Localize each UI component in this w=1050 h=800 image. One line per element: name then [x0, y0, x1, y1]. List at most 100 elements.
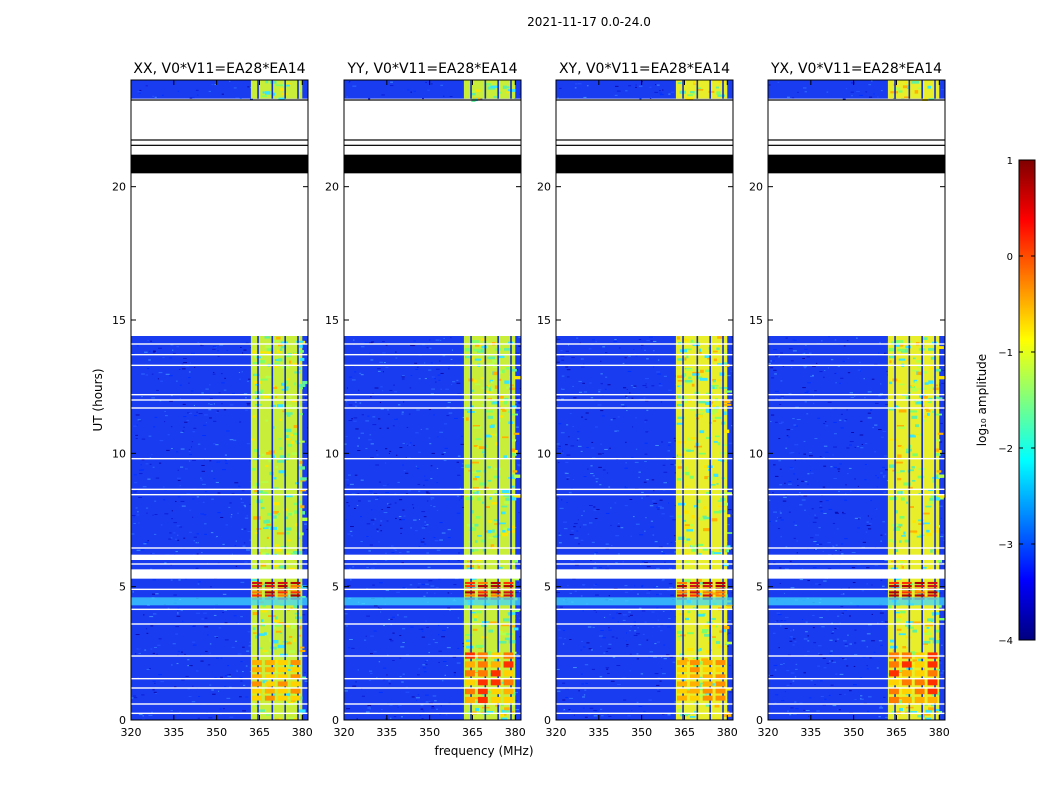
noise-pixel [566, 376, 570, 378]
noise-pixel [152, 579, 157, 581]
noise-pixel [595, 508, 600, 510]
noise-pixel [843, 640, 847, 642]
noise-pixel [180, 448, 185, 450]
noise-pixel [674, 375, 677, 377]
noise-pixel [250, 87, 252, 89]
noise-pixel [802, 387, 806, 389]
noise-pixel [173, 522, 178, 524]
noise-pixel [568, 710, 572, 712]
noise-pixel [590, 473, 594, 475]
noise-pixel [772, 360, 775, 362]
noise-pixel [605, 352, 608, 354]
noise-pixel [348, 376, 353, 378]
band-pixel [253, 632, 257, 634]
noise-pixel [358, 437, 360, 439]
noise-pixel [840, 543, 844, 545]
noise-pixel [840, 427, 844, 429]
noise-pixel [778, 438, 781, 440]
noise-pixel [164, 410, 166, 412]
rfi-block [277, 581, 288, 585]
noise-pixel [883, 476, 886, 478]
band-pixel [475, 708, 479, 712]
noise-pixel [451, 384, 453, 386]
band-pixel [935, 710, 939, 714]
noise-pixel [406, 457, 411, 459]
noise-pixel [565, 461, 569, 463]
band-pixel [510, 368, 517, 372]
noise-pixel [247, 631, 251, 633]
noise-pixel [159, 462, 162, 464]
band-pixel [466, 645, 474, 649]
band-pixel [251, 486, 255, 488]
rfi-block [702, 695, 713, 701]
noise-pixel [817, 417, 821, 419]
noise-pixel [653, 586, 655, 588]
band-pixel [894, 405, 899, 408]
band-pixel [475, 644, 484, 648]
noise-pixel [608, 486, 611, 488]
band-pixel [932, 612, 940, 615]
band-pixel [475, 344, 480, 347]
noise-pixel [203, 514, 207, 516]
rfi-block [490, 594, 501, 597]
band-pixel [899, 344, 904, 347]
band-pixel [254, 448, 259, 453]
noise-pixel [145, 507, 149, 509]
noise-pixel [728, 717, 730, 719]
flagged-row [556, 399, 733, 401]
noise-pixel [401, 411, 404, 413]
noise-pixel [840, 377, 844, 379]
band-pixel [293, 432, 298, 436]
noise-pixel [374, 493, 378, 495]
band-pixel [708, 637, 716, 641]
noise-pixel [242, 671, 244, 673]
flagged-row [131, 393, 308, 396]
band-pixel [286, 551, 295, 554]
noise-pixel [418, 628, 423, 630]
noise-pixel [380, 386, 383, 388]
band-pixel [511, 525, 515, 529]
noise-pixel [610, 507, 612, 509]
noise-pixel [566, 369, 571, 371]
noise-pixel [938, 441, 943, 443]
noise-pixel [429, 443, 432, 445]
noise-pixel [846, 340, 849, 342]
noise-pixel [660, 401, 663, 403]
band-pixel [909, 506, 914, 509]
noise-pixel [657, 689, 659, 691]
flagged-block [344, 554, 521, 560]
band-pixel [271, 386, 278, 389]
noise-pixel [661, 513, 665, 515]
noise-pixel [844, 645, 849, 647]
noise-pixel [384, 462, 387, 464]
noise-pixel [210, 404, 213, 406]
noise-pixel [794, 676, 797, 678]
noise-pixel [449, 96, 453, 98]
band-pixel [895, 523, 903, 527]
band-pixel [690, 339, 694, 343]
noise-pixel [238, 371, 240, 373]
noise-pixel [152, 514, 154, 516]
rfi-block [702, 681, 713, 687]
band-pixel [710, 592, 719, 595]
band-pixel [698, 676, 703, 679]
noise-pixel [583, 96, 587, 98]
noise-pixel [937, 662, 942, 664]
noise-pixel [577, 445, 582, 447]
noise-pixel [428, 437, 431, 439]
band-pixel [498, 714, 505, 717]
noise-pixel [879, 612, 884, 614]
band-pixel [923, 640, 931, 644]
noise-pixel [804, 391, 809, 393]
noise-pixel [352, 566, 355, 568]
noise-pixel [859, 370, 862, 372]
noise-pixel [479, 98, 483, 100]
noise-pixel [355, 428, 359, 430]
flagged-row [344, 623, 521, 625]
band-pixel [492, 365, 499, 368]
band-pixel [717, 505, 725, 508]
noise-pixel [660, 546, 663, 548]
noise-pixel [387, 409, 390, 411]
band-pixel [282, 664, 290, 668]
noise-pixel [654, 91, 659, 93]
